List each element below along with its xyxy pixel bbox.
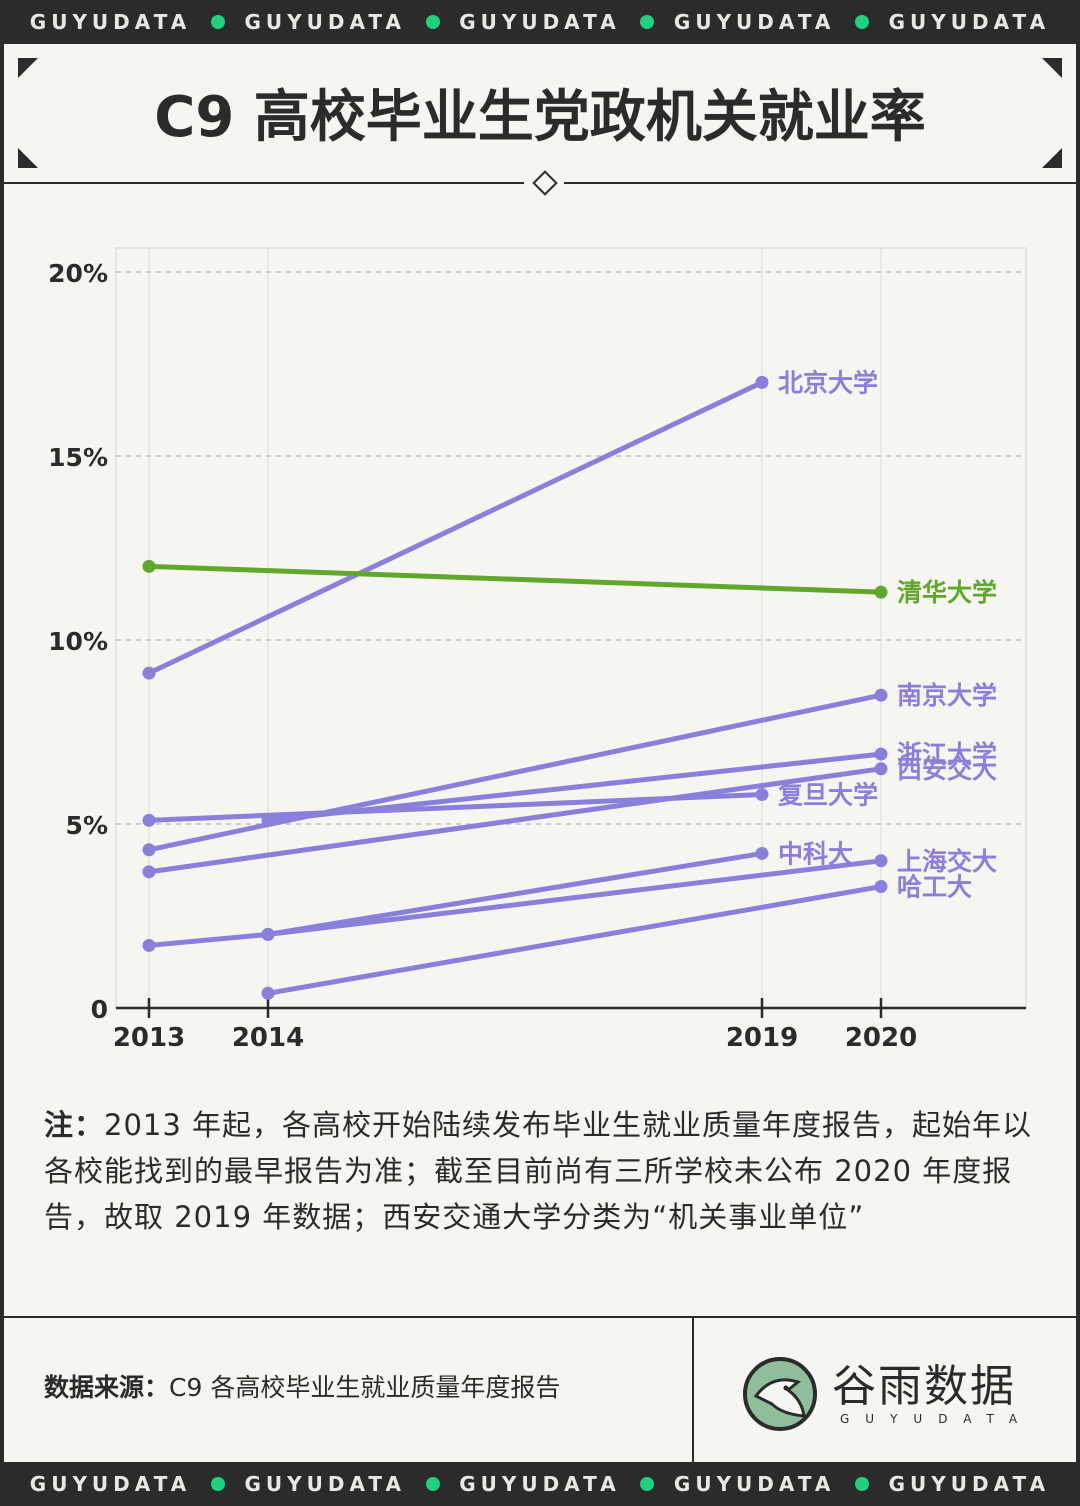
bottom-banner: GUYUDATA GUYUDATA GUYUDATA GUYUDATA GUYUDATA (0, 1462, 1080, 1506)
page-title: C9 高校毕业生党政机关就业率 (154, 85, 926, 150)
data-point (261, 986, 275, 1000)
series-line (146, 563, 884, 595)
x-tick-label: 2013 (113, 1023, 185, 1053)
banner-word: GUYUDATA (459, 10, 621, 34)
data-source-label: 数据来源： (44, 1373, 170, 1402)
banner-word: GUYUDATA (459, 1472, 621, 1496)
y-tick-label: 5% (66, 811, 108, 840)
data-point (874, 585, 888, 599)
bird-logo-icon (743, 1357, 817, 1431)
series-line (265, 858, 884, 937)
data-point (261, 927, 275, 941)
banner-word: GUYUDATA (888, 10, 1051, 34)
banner-word: GUYUDATA (244, 10, 406, 34)
logo-sub: GUYUDATA (840, 1412, 1034, 1426)
series-line (146, 850, 765, 948)
series-line (146, 766, 884, 875)
diamond-ornament (524, 168, 564, 198)
series-label: 西安交大 (897, 755, 997, 784)
series-label: 北京大学 (778, 368, 878, 397)
y-tick-label: 20% (48, 259, 108, 288)
data-point (142, 813, 156, 827)
footer: 数据来源：C9 各高校毕业生就业质量年度报告 谷雨数据 GUYUDATA (4, 1316, 1076, 1464)
series-line (146, 379, 765, 676)
series-label: 清华大学 (897, 578, 997, 607)
brand-logo: 谷雨数据 GUYUDATA (742, 1346, 1042, 1446)
infographic-sheet: C9 高校毕业生党政机关就业率 0 5% 10% 15% 20% 2013 2014 2019… (4, 44, 1076, 1464)
banner-word: GUYUDATA (673, 10, 836, 34)
series-label: 哈工大 (897, 873, 972, 902)
banner-dot-icon (855, 15, 869, 29)
footer-divider (692, 1318, 694, 1464)
y-tick-label: 10% (48, 627, 108, 656)
data-point (874, 762, 888, 776)
footnote-label: 注： (44, 1108, 105, 1142)
series-line (146, 792, 765, 823)
banner-dot-icon (640, 15, 655, 29)
x-tick-label: 2019 (726, 1023, 798, 1053)
data-source-text: C9 各高校毕业生就业质量年度报告 (169, 1373, 561, 1402)
top-banner: GUYUDATA GUYUDATA GUYUDATA GUYUDATA GUYUDATA (0, 0, 1080, 44)
line-chart: 0 5% 10% 15% 20% 2013 2014 2019 2020 北京大学清华大学南京大学… (48, 247, 1027, 1053)
series-line (265, 884, 884, 996)
data-point (142, 938, 156, 952)
data-point (142, 559, 156, 573)
corner-mark (18, 58, 38, 78)
data-point (874, 854, 888, 868)
corner-mark (1042, 58, 1062, 78)
corner-mark (1042, 148, 1062, 168)
footnote-text: 2013 年起，各高校开始陆续发布毕业生就业质量年度报告，起始年以各校能找到的最… (44, 1108, 1033, 1234)
footnote: 注：2013 年起，各高校开始陆续发布毕业生就业质量年度报告，起始年以各校能找到… (44, 1102, 1044, 1240)
logo-name: 谷雨数据 (832, 1361, 1016, 1412)
x-tick-label: 2014 (232, 1023, 304, 1053)
data-point (874, 880, 888, 894)
data-point (755, 788, 769, 802)
data-point (874, 747, 888, 761)
plot-frame (115, 247, 1027, 1009)
y-tick-label: 15% (48, 443, 108, 472)
banner-word: GUYUDATA (673, 1472, 836, 1496)
banner-word: GUYUDATA (29, 10, 192, 34)
data-point (142, 666, 156, 680)
banner-word: GUYUDATA (29, 1472, 192, 1496)
data-source: 数据来源：C9 各高校毕业生就业质量年度报告 (44, 1368, 560, 1404)
series-label: 浙江大学 (897, 740, 997, 769)
banner-dot-icon (210, 1477, 225, 1491)
banner-dot-icon (640, 1477, 655, 1491)
series-label: 上海交大 (897, 847, 997, 876)
data-point (142, 843, 156, 857)
y-tick-label: 0 (91, 995, 108, 1024)
banner-dot-icon (855, 1477, 869, 1491)
x-tick-label: 2020 (845, 1023, 917, 1053)
banner-dot-icon (425, 1477, 440, 1491)
series-label: 复旦大学 (778, 781, 878, 810)
banner-dot-icon (210, 15, 225, 29)
banner-word: GUYUDATA (244, 1472, 406, 1496)
data-point (755, 375, 769, 389)
title-box: C9 高校毕业生党政机关就业率 (4, 44, 1076, 184)
banner-word: GUYUDATA (888, 1472, 1051, 1496)
data-point (142, 865, 156, 879)
data-point (874, 688, 888, 702)
banner-dot-icon (425, 15, 440, 29)
corner-mark (18, 148, 38, 168)
data-point (755, 846, 769, 860)
series-line (146, 692, 884, 853)
series-label: 南京大学 (897, 681, 997, 710)
